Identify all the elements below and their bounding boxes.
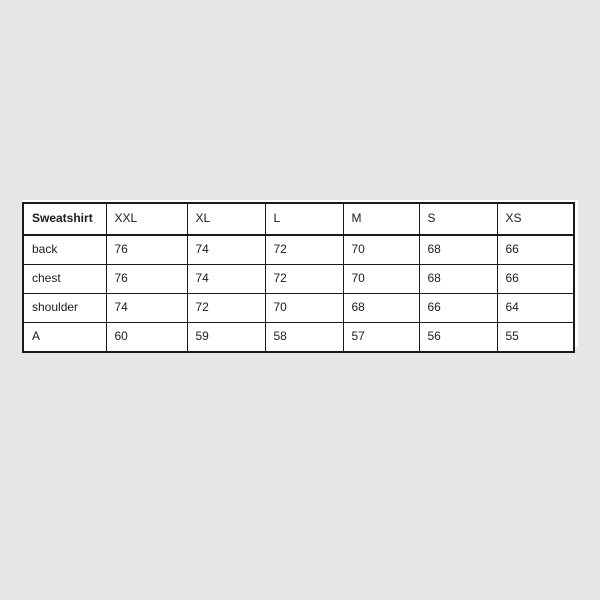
measurement-cell: 55	[496, 322, 575, 353]
measurement-cell: 76	[105, 264, 188, 294]
measurement-cell: 72	[264, 234, 344, 265]
table-row: shoulder 74 72 70 68 66 64	[22, 293, 575, 323]
table-body: back 76 74 72 70 68 66 chest 76 74 72 70…	[22, 234, 575, 353]
measurement-cell: 72	[264, 264, 344, 294]
measurement-cell: 60	[105, 322, 188, 353]
table-header: Sweatshirt XXL XL L M S XS	[22, 202, 575, 236]
row-label: A	[22, 322, 107, 353]
measurement-cell: 59	[186, 322, 266, 353]
size-chart-container: Sweatshirt XXL XL L M S XS back 76 74 72…	[22, 202, 575, 353]
table-title-cell: Sweatshirt	[22, 202, 107, 236]
measurement-cell: 70	[342, 264, 420, 294]
measurement-cell: 74	[105, 293, 188, 323]
measurement-cell: 68	[418, 264, 498, 294]
table-row: chest 76 74 72 70 68 66	[22, 264, 575, 294]
measurement-cell: 74	[186, 264, 266, 294]
measurement-cell: 66	[418, 293, 498, 323]
measurement-cell: 68	[418, 234, 498, 265]
measurement-cell: 66	[496, 234, 575, 265]
column-header-xl: XL	[186, 202, 266, 236]
measurement-cell: 74	[186, 234, 266, 265]
measurement-cell: 58	[264, 322, 344, 353]
row-label: chest	[22, 264, 107, 294]
column-header-xxl: XXL	[105, 202, 188, 236]
column-header-m: M	[342, 202, 420, 236]
table-row: back 76 74 72 70 68 66	[22, 234, 575, 265]
measurement-cell: 64	[496, 293, 575, 323]
row-label: back	[22, 234, 107, 265]
table-row: A 60 59 58 57 56 55	[22, 322, 575, 353]
measurement-cell: 68	[342, 293, 420, 323]
measurement-cell: 56	[418, 322, 498, 353]
column-header-s: S	[418, 202, 498, 236]
row-label: shoulder	[22, 293, 107, 323]
column-header-l: L	[264, 202, 344, 236]
measurement-cell: 72	[186, 293, 266, 323]
measurement-cell: 57	[342, 322, 420, 353]
column-header-xs: XS	[496, 202, 575, 236]
measurement-cell: 76	[105, 234, 188, 265]
measurement-cell: 70	[264, 293, 344, 323]
table-header-row: Sweatshirt XXL XL L M S XS	[22, 202, 575, 236]
measurement-cell: 66	[496, 264, 575, 294]
measurement-cell: 70	[342, 234, 420, 265]
size-chart-table: Sweatshirt XXL XL L M S XS back 76 74 72…	[22, 202, 575, 353]
